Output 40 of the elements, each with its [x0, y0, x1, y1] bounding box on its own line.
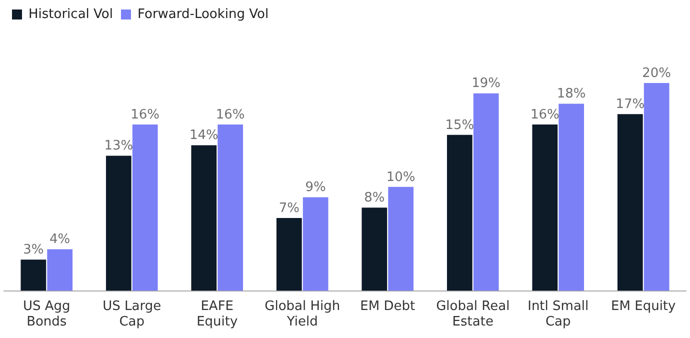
bar: [106, 156, 132, 291]
bar: [132, 124, 158, 291]
bar: [617, 114, 643, 291]
data-label: 3%: [23, 242, 44, 258]
data-label: 17%: [616, 97, 645, 112]
x-tick-label: Intl Small Cap: [528, 298, 589, 330]
x-tick-label: US Agg Bonds: [22, 298, 70, 330]
bar: [362, 208, 388, 291]
bar: [191, 145, 217, 291]
x-tick-label: EM Equity: [611, 298, 676, 314]
x-tick-label: EAFE Equity: [196, 298, 238, 330]
bar: [20, 260, 46, 291]
data-label: 19%: [472, 76, 501, 92]
legend-label: Forward-Looking Vol: [137, 6, 269, 22]
legend-label: Historical Vol: [28, 6, 113, 22]
bar: [388, 186, 414, 291]
bar: [558, 104, 584, 291]
x-tick-label: EM Debt: [360, 298, 416, 314]
data-label: 20%: [642, 66, 672, 81]
data-label: 18%: [556, 86, 586, 102]
data-label: 16%: [130, 107, 160, 122]
bar: [473, 93, 499, 291]
data-label: 7%: [278, 200, 300, 216]
bar: [302, 197, 328, 291]
data-label: 4%: [50, 232, 70, 248]
bar: [218, 124, 244, 291]
x-tick-label: Global Real Estate: [436, 298, 510, 330]
data-label: 10%: [386, 170, 416, 185]
data-label: 13%: [104, 138, 134, 154]
bar: [47, 249, 73, 291]
bar: [276, 218, 302, 291]
bar: [532, 124, 558, 291]
data-label: 8%: [364, 190, 385, 206]
data-label: 16%: [216, 107, 245, 122]
data-label: 15%: [445, 118, 474, 133]
data-label: 9%: [305, 180, 326, 196]
bar: [446, 134, 472, 291]
x-tick-label: Global High Yield: [264, 298, 340, 330]
x-tick-label: US Large Cap: [102, 298, 162, 330]
bar: [644, 82, 670, 291]
